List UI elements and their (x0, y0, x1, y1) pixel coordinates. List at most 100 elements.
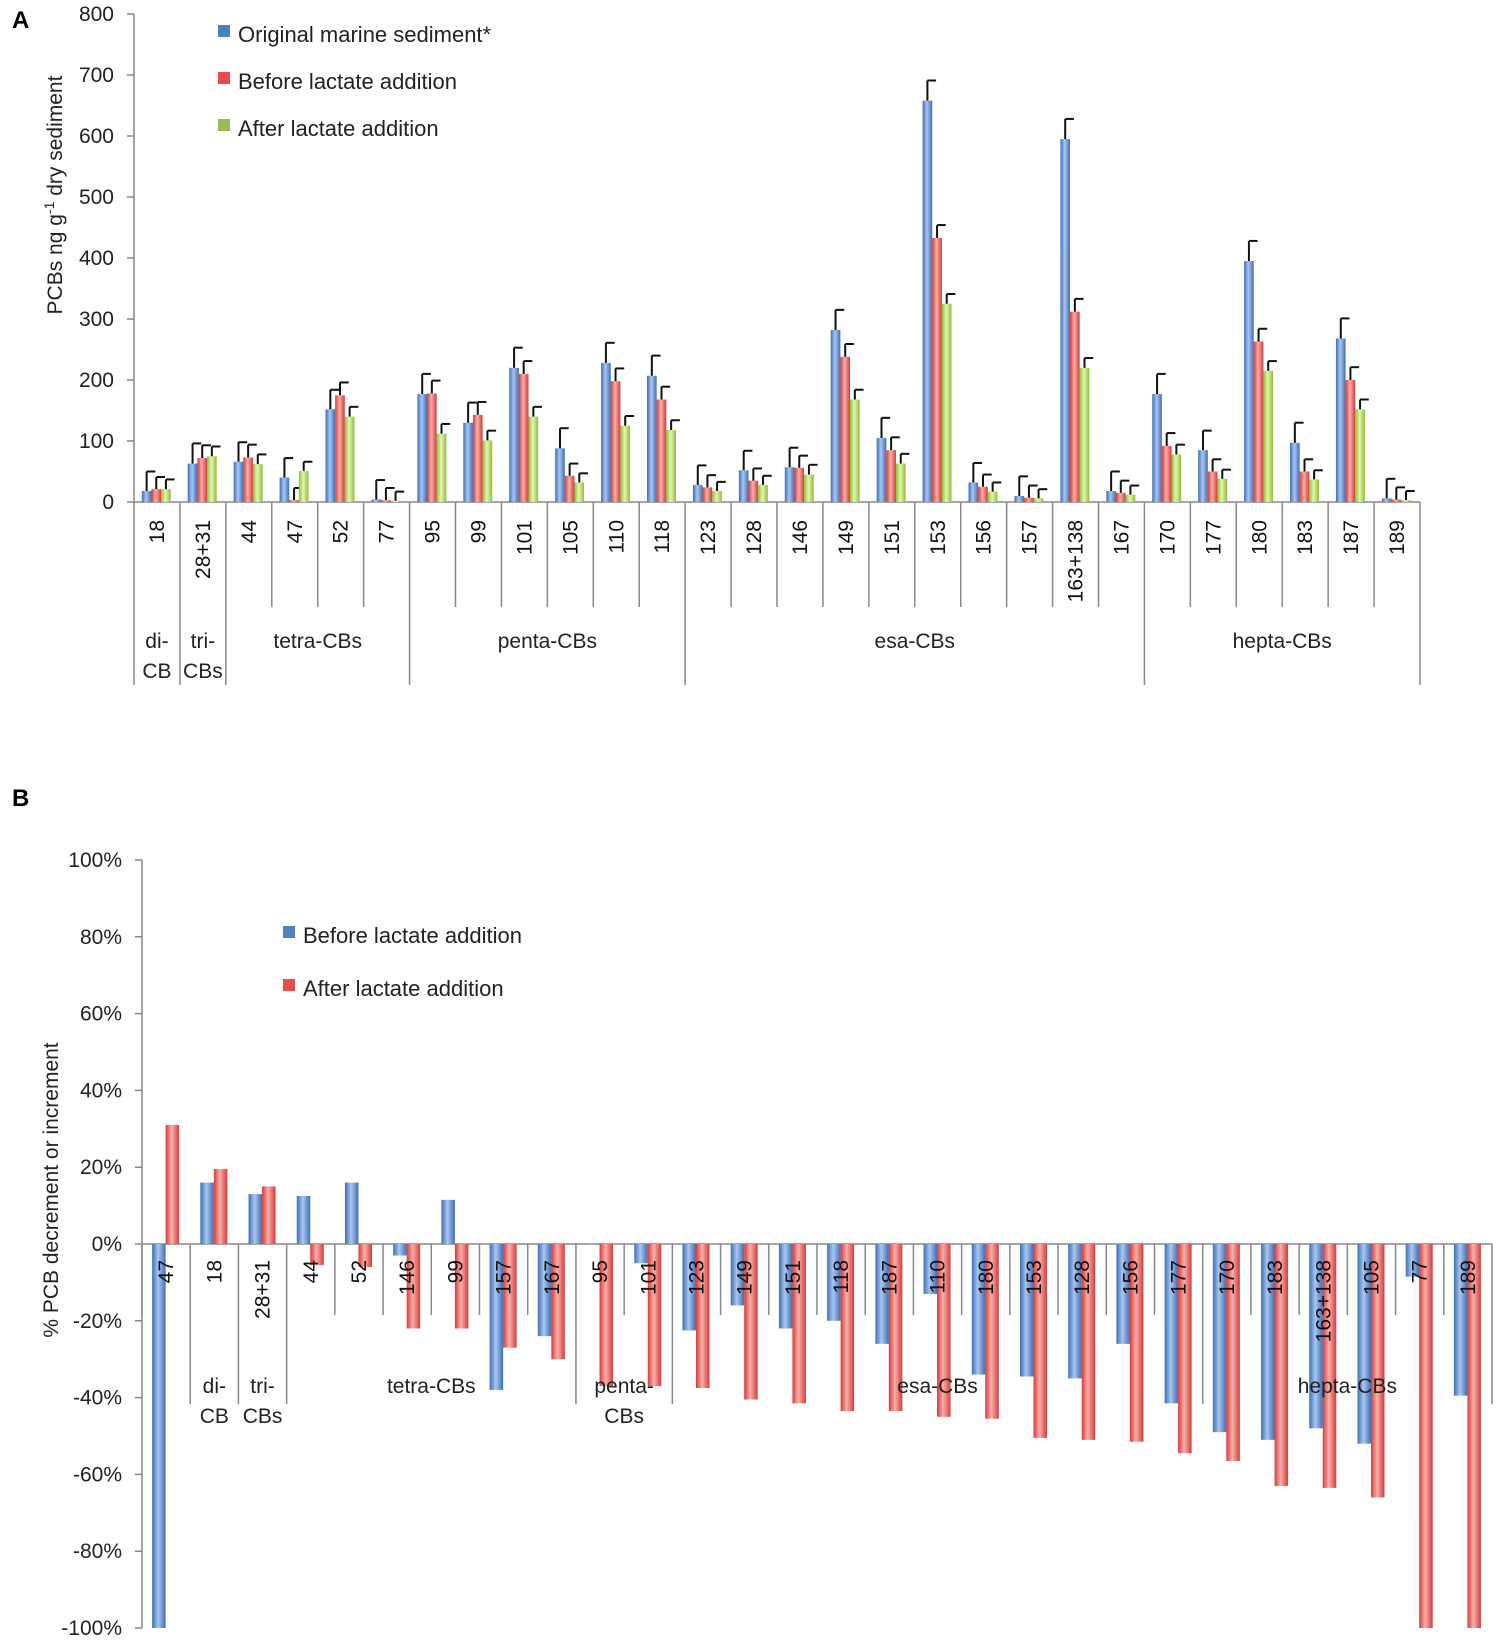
bar-before-lactate-addition-47 (152, 1244, 166, 1628)
panel-b-tick-label: 60% (80, 1003, 122, 1026)
category-label: 77 (1409, 1260, 1432, 1283)
bar-before-lactate-addition-105 (1357, 1244, 1371, 1444)
category-label: 146 (396, 1260, 419, 1295)
bar-before-lactate-addition-177 (1164, 1244, 1179, 1404)
bar-after-lactate-addition-157 (503, 1244, 517, 1348)
bar-before-lactate-addition-101 (518, 373, 529, 502)
category-label: 167 (1110, 520, 1133, 555)
group-label: CBs (183, 660, 223, 683)
category-label: 99 (444, 1260, 467, 1283)
bar-after-lactate-addition-105 (1370, 1244, 1385, 1498)
category-label: 151 (881, 520, 904, 555)
bar-before-lactate-addition-157 (489, 1244, 504, 1390)
bar-after-lactate-addition-28+31 (262, 1186, 276, 1244)
bar-before-lactate-addition-18 (151, 489, 162, 502)
category-label: 99 (467, 520, 490, 543)
bar-after-lactate-addition-170 (1171, 454, 1182, 502)
bar-before-lactate-addition-95 (427, 393, 437, 502)
group-label: di- (145, 630, 168, 653)
legend-label: Before lactate addition (303, 923, 522, 948)
group-label: CBs (243, 1405, 283, 1428)
bar-after-lactate-addition-128 (1081, 1244, 1096, 1440)
bar-before-lactate-addition-170 (1161, 445, 1172, 502)
category-label: 28+31 (192, 520, 215, 579)
panel-b-ylabel: % PCB decrement or increment (40, 1042, 63, 1337)
bar-original-marine-sediment--149 (830, 329, 841, 502)
group-label: tri- (250, 1375, 275, 1398)
bar-after-lactate-addition-151 (895, 463, 906, 502)
bar-original-marine-sediment--101 (509, 367, 519, 502)
category-label: 187 (878, 1260, 901, 1295)
bar-before-lactate-addition-118 (827, 1244, 841, 1321)
bar-original-marine-sediment--153 (922, 100, 933, 503)
category-label: 151 (782, 1260, 805, 1295)
bar-before-lactate-addition-118 (656, 399, 667, 502)
panel-a-label: A (12, 7, 29, 34)
bar-original-marine-sediment--47 (279, 477, 290, 502)
bar-original-marine-sediment--52 (325, 409, 336, 502)
bar-original-marine-sediment--177 (1198, 450, 1208, 502)
legend-label: Original marine sediment* (238, 22, 492, 47)
bar-after-lactate-addition-167 (1125, 494, 1136, 502)
panel-b-group-labels: di- CB tri- CBs tetra-CBs penta- CBs esa-CBs hep… (189, 1315, 1493, 1428)
bar-after-lactate-addition-47 (298, 470, 309, 502)
category-label: 123 (685, 1260, 708, 1295)
category-label: 163+138 (1065, 520, 1088, 602)
panel-a-tick-label: 200 (79, 369, 114, 392)
bar-original-marine-sediment--95 (417, 394, 428, 502)
bar-original-marine-sediment--28+31 (187, 463, 198, 502)
group-label: tri- (191, 630, 216, 653)
category-label: 170 (1156, 520, 1179, 555)
bar-after-lactate-addition-95 (599, 1244, 614, 1387)
bar-before-lactate-addition-99 (472, 414, 483, 502)
bar-before-lactate-addition-44 (243, 457, 253, 502)
category-label: 170 (1216, 1260, 1239, 1295)
bar-before-lactate-addition-151 (886, 450, 896, 502)
bar-before-lactate-addition-189 (1391, 499, 1402, 502)
panel-a-tick-label: 700 (79, 64, 114, 87)
bar-after-lactate-addition-157 (1033, 498, 1044, 502)
bar-original-marine-sediment--110 (601, 362, 611, 502)
panel-b-legend: Before lactate addition After lactate add… (283, 923, 522, 1001)
category-label: 153 (1023, 1260, 1046, 1295)
bar-before-lactate-addition-28+31 (248, 1194, 263, 1244)
bar-after-lactate-addition-187 (1355, 409, 1365, 502)
bar-after-lactate-addition-44 (252, 464, 263, 502)
panel-b-tick-label: -40% (73, 1387, 122, 1410)
bar-after-lactate-addition-99 (482, 440, 493, 502)
panel-b-tick-label: -20% (73, 1310, 122, 1333)
category-label: 18 (146, 520, 169, 543)
bar-after-lactate-addition-163+138 (1322, 1244, 1337, 1488)
bar-original-marine-sediment--118 (647, 375, 657, 502)
panel-b-label: B (12, 785, 29, 812)
panel-a-category-labels: 18 28+31 44 47 52 77 95 99 101 105 110 118 123 128 146… (133, 502, 1421, 607)
bar-original-marine-sediment--123 (692, 484, 703, 502)
category-label: 28+31 (252, 1260, 275, 1319)
category-label: 52 (348, 1260, 371, 1283)
bar-after-lactate-addition-146 (406, 1244, 421, 1329)
bar-before-lactate-addition-44 (296, 1196, 311, 1244)
category-label: 105 (1360, 1260, 1383, 1295)
bar-before-lactate-addition-170 (1212, 1244, 1227, 1433)
bar-before-lactate-addition-146 (393, 1244, 407, 1256)
bar-after-lactate-addition-183 (1309, 479, 1319, 502)
legend-swatch (218, 72, 230, 84)
bar-after-lactate-addition-189 (1401, 500, 1411, 502)
legend-swatch (283, 979, 295, 991)
bar-before-lactate-addition-101 (634, 1244, 648, 1264)
category-label: 187 (1340, 520, 1363, 555)
panel-a-tick-label: 600 (79, 125, 114, 148)
bar-before-lactate-addition-156 (1116, 1244, 1130, 1344)
group-label: CBs (604, 1405, 644, 1428)
category-label: 177 (1168, 1260, 1191, 1295)
bar-before-lactate-addition-180 (1253, 341, 1264, 502)
group-label: hepta-CBs (1233, 630, 1332, 653)
panel-a-legend: Original marine sediment* Before lactate … (218, 22, 492, 141)
panel-b-tick-label: 0% (92, 1233, 122, 1256)
bar-after-lactate-addition-123 (695, 1244, 710, 1388)
bar-before-lactate-addition-18 (200, 1182, 214, 1244)
bar-original-marine-sediment--163+138 (1060, 139, 1071, 503)
bar-before-lactate-addition-183 (1299, 471, 1310, 502)
bar-before-lactate-addition-128 (1068, 1244, 1082, 1379)
bar-original-marine-sediment--157 (1014, 495, 1025, 502)
